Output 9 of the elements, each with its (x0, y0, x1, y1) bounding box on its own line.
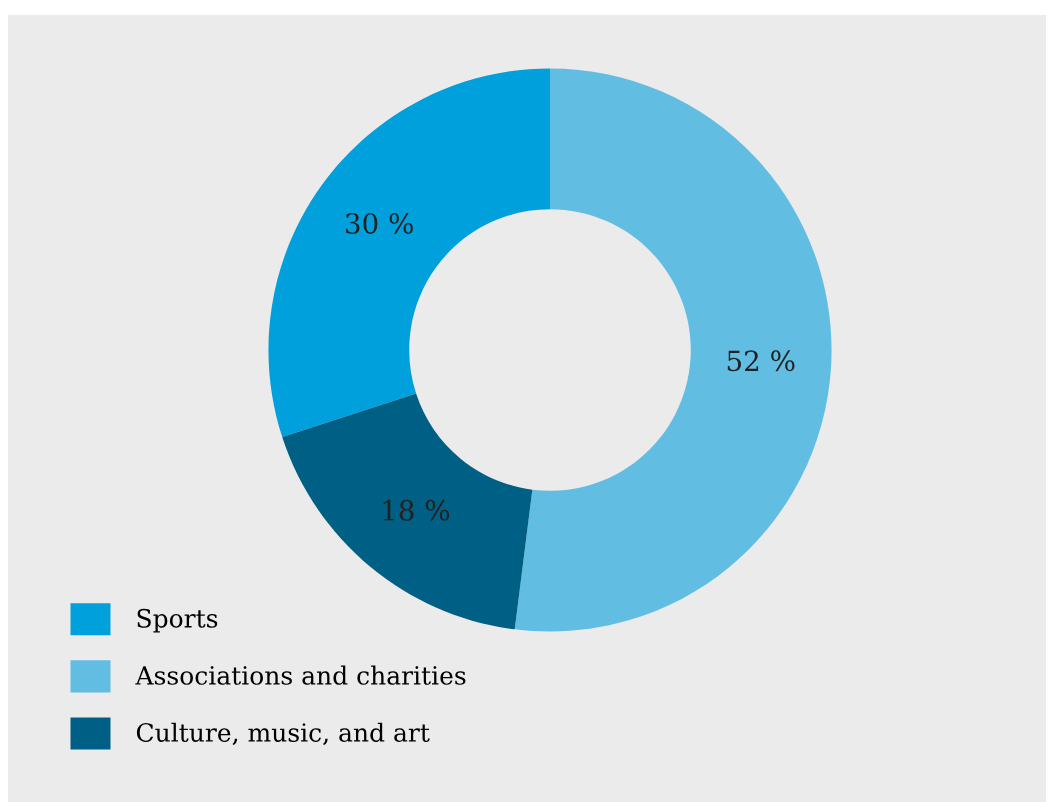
donut-slice (268, 68, 550, 437)
legend-label: Sports (137, 608, 218, 633)
donut-slice (282, 393, 533, 630)
legend-label: Associations and charities (135, 665, 466, 685)
data-label: 30 % (346, 212, 413, 234)
legend-label: Culture, music, and art (136, 722, 430, 746)
data-label: 18 % (383, 499, 450, 521)
donut-slice (514, 68, 832, 632)
data-label: 52 % (727, 350, 795, 372)
